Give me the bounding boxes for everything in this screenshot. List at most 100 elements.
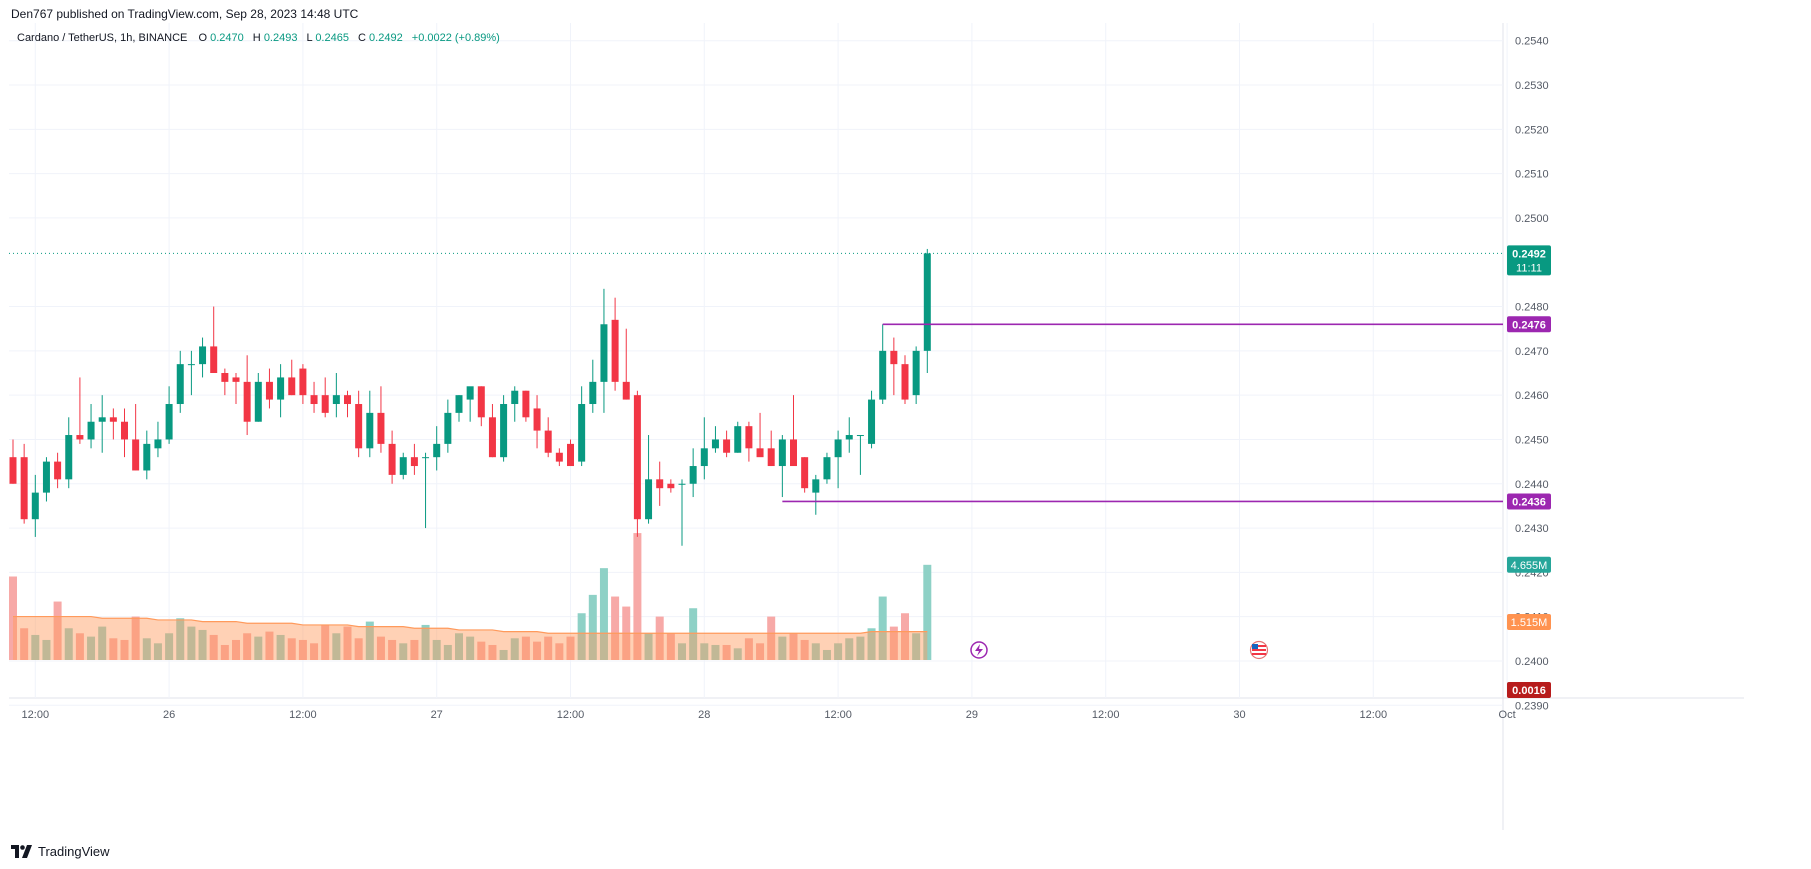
candle — [711, 426, 719, 453]
candle — [221, 368, 229, 396]
candle — [265, 368, 273, 409]
level-badge-label: 0.2476 — [1512, 319, 1546, 331]
symbol-legend: Cardano / TetherUS, 1h, BINANCE O 0.2470… — [17, 32, 500, 44]
volume-bar — [533, 641, 542, 660]
candle — [199, 337, 207, 378]
volume-bar — [455, 633, 463, 660]
volume-bar — [733, 648, 742, 660]
candle — [232, 373, 240, 405]
candle — [65, 417, 73, 489]
low-value: 0.2465 — [315, 32, 349, 44]
close-value: 0.2492 — [369, 32, 403, 44]
candle — [277, 364, 285, 418]
volume-bar — [220, 644, 229, 660]
candle — [388, 430, 396, 484]
candle — [589, 359, 597, 413]
volume-bar — [856, 636, 865, 660]
candle — [600, 288, 608, 413]
volume-bar — [689, 608, 698, 660]
candle — [856, 435, 864, 475]
event-lightning-icon[interactable] — [970, 641, 988, 659]
volume-ma-area — [13, 616, 928, 660]
volume-bar — [9, 576, 17, 660]
volume-bar — [655, 616, 664, 660]
volume-bar — [555, 643, 564, 660]
volume-bar — [923, 564, 932, 660]
candle — [767, 430, 775, 467]
change-value: +0.0022 (+0.89%) — [412, 32, 500, 44]
price-tick-label: 0.2400 — [1515, 656, 1549, 668]
candle — [801, 457, 809, 493]
volume-bar — [432, 639, 441, 660]
open-value: 0.2470 — [210, 32, 244, 44]
time-tick-label: 27 — [431, 709, 443, 721]
candle — [633, 390, 641, 537]
volume-bar — [265, 631, 274, 660]
volume-bar — [198, 629, 207, 660]
volume-bar — [365, 621, 374, 660]
candle — [745, 421, 753, 462]
high-label: H — [253, 32, 261, 44]
volume-bar — [287, 638, 296, 660]
candle — [533, 395, 541, 449]
volume-bar — [276, 634, 285, 660]
volume-bar — [811, 643, 820, 660]
candle — [455, 395, 463, 422]
candle — [187, 350, 195, 396]
volume-bar — [912, 633, 921, 660]
candle — [656, 461, 664, 506]
volume-bar — [834, 643, 843, 660]
price-tick-label: 0.2500 — [1515, 213, 1549, 225]
price-chart[interactable]: 0.25400.25300.25200.25100.25000.24800.24… — [9, 23, 1744, 830]
time-tick-label: 29 — [966, 709, 978, 721]
volume-bar — [388, 639, 397, 660]
grid-lines — [9, 23, 1744, 830]
volume-bar — [109, 638, 118, 660]
volume-bar — [499, 649, 508, 660]
volume-bar — [767, 616, 776, 660]
candle — [700, 417, 708, 480]
volume-bar — [321, 624, 330, 660]
candle — [310, 381, 318, 413]
candle — [567, 439, 574, 467]
volume-bar — [722, 644, 731, 660]
time-tick-label: 12:00 — [22, 709, 50, 721]
volume-bar — [209, 634, 218, 660]
candle — [399, 452, 407, 480]
candle — [868, 390, 876, 449]
candle — [834, 430, 842, 489]
volume-bar — [845, 638, 854, 660]
candle — [243, 355, 251, 436]
volume-bar — [466, 636, 475, 660]
volume-bar — [488, 644, 497, 660]
volume-bar — [521, 636, 530, 660]
volume-bar — [889, 626, 898, 660]
candle — [377, 386, 385, 453]
volume-bar — [254, 636, 263, 660]
volume-bar — [577, 613, 586, 660]
candle — [355, 390, 363, 458]
candle — [132, 404, 140, 471]
candle — [522, 390, 530, 422]
candle — [723, 430, 731, 458]
tradingview-brand[interactable]: TradingView — [11, 844, 110, 859]
candle — [578, 386, 586, 467]
volume-bar — [376, 636, 385, 660]
time-tick-label: 12:00 — [557, 709, 585, 721]
candle — [500, 395, 508, 462]
low-label: L — [307, 32, 313, 44]
candle — [511, 386, 519, 422]
us-flag-icon[interactable] — [1249, 640, 1269, 660]
price-tick-label: 0.2480 — [1515, 302, 1549, 314]
volume-bar — [165, 633, 174, 660]
candle — [321, 377, 329, 418]
high-value: 0.2493 — [264, 32, 298, 44]
candle — [87, 404, 95, 449]
volume-bar — [399, 643, 408, 660]
price-tick-label: 0.2440 — [1515, 479, 1549, 491]
open-label: O — [198, 32, 207, 44]
volume-pane — [9, 533, 932, 660]
level-badge — [1507, 493, 1551, 510]
time-tick-label: 12:00 — [1360, 709, 1388, 721]
candle — [544, 417, 552, 458]
